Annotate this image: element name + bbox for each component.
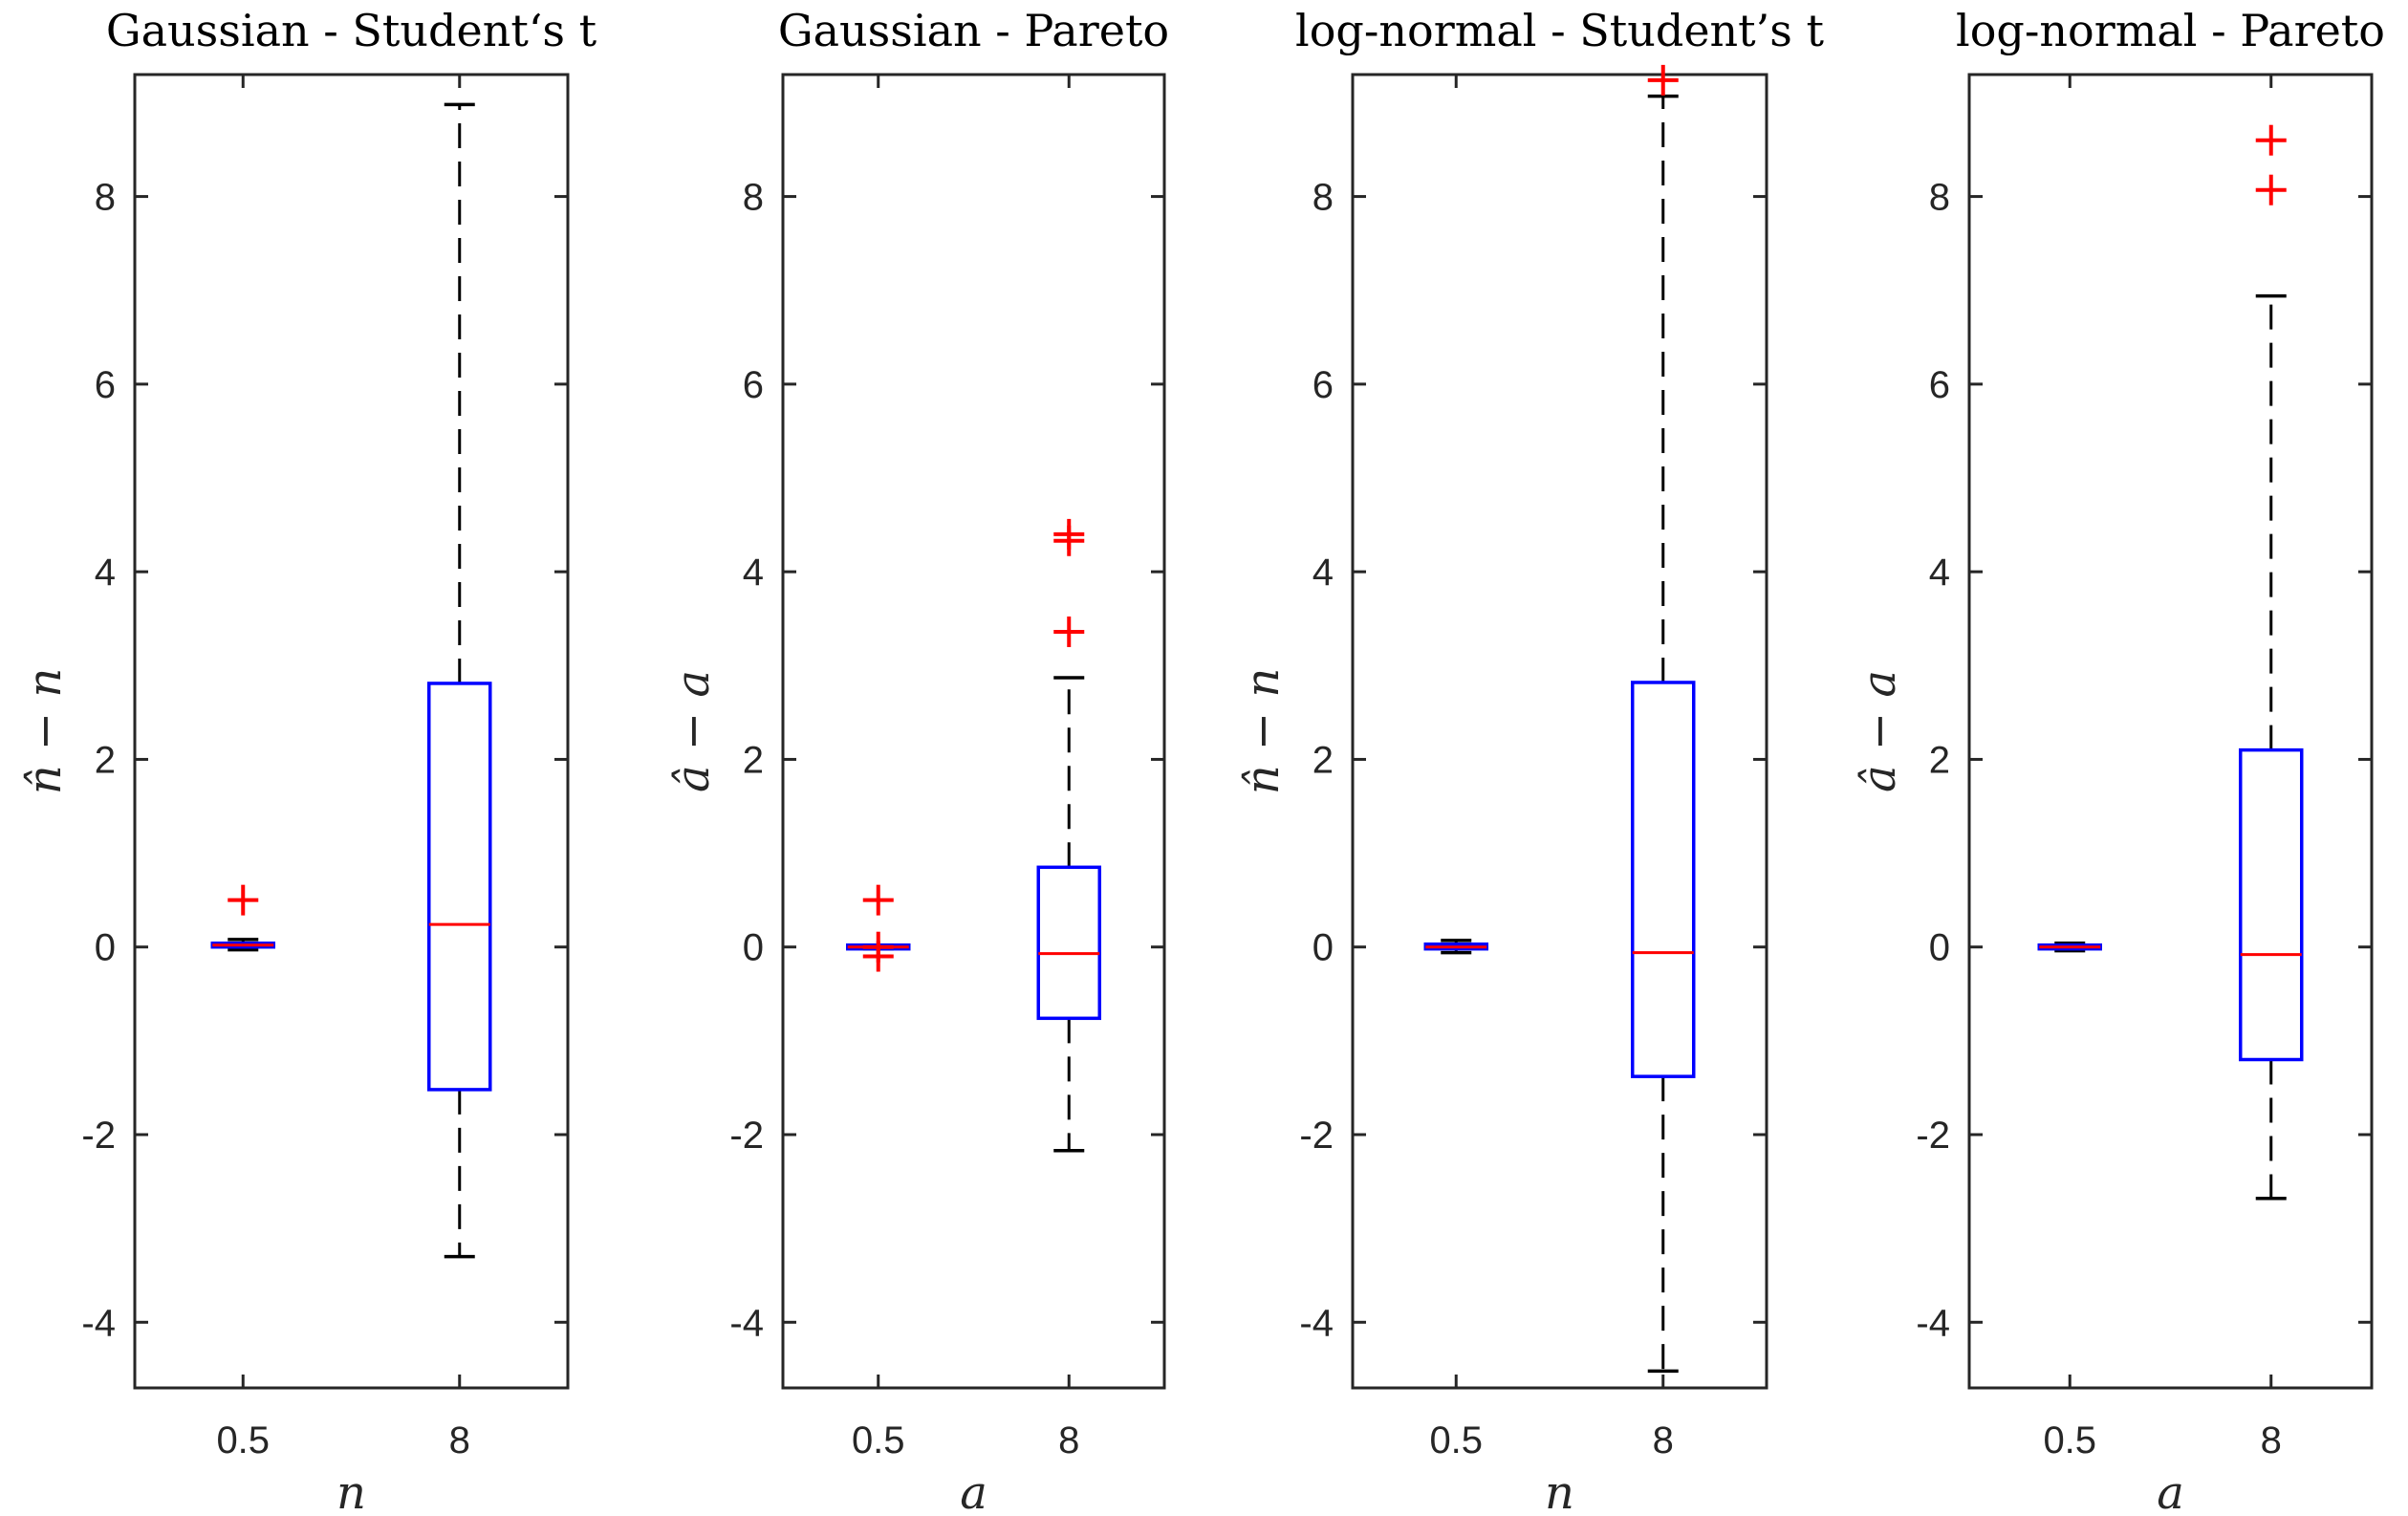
chart-title: Gaussian - Pareto [778, 5, 1169, 56]
y-tick-label: 0 [1929, 927, 1950, 969]
outlier-marker [1647, 64, 1679, 96]
y-tick-label: 6 [1312, 364, 1334, 406]
chart-title: Gaussian - Student‘s t [106, 5, 597, 56]
y-tick-label: 2 [1312, 739, 1334, 781]
y-tick-label: -4 [1299, 1302, 1334, 1344]
y-axis-label: â − a [1853, 670, 1906, 792]
outlier-marker [1053, 518, 1085, 550]
iqr-box [2239, 747, 2304, 1062]
box-8 [1036, 518, 1101, 1153]
box-8 [2239, 124, 2304, 1201]
x-axis-label: a [960, 1466, 987, 1516]
x-tick-label: 8 [449, 1419, 470, 1462]
box-0.5 [210, 884, 275, 952]
x-tick-label: 8 [1653, 1419, 1674, 1462]
y-tick-label: 4 [743, 552, 764, 594]
iqr-box [1036, 865, 1101, 1021]
x-tick-label: 0.5 [216, 1419, 270, 1462]
box-0.5 [846, 884, 911, 972]
y-tick-label: -4 [729, 1302, 764, 1344]
y-tick-label: -2 [729, 1115, 764, 1157]
y-tick-label: 0 [1312, 927, 1334, 969]
x-axis-label: a [2157, 1466, 2184, 1516]
y-tick-label: 2 [1929, 739, 1950, 781]
y-tick-label: 0 [743, 927, 764, 969]
y-axis-label: n̂ − n [1236, 668, 1290, 795]
panel-4: -4 -2 0 2 4 6 8 0.5 8 log-normal - Pareto a â − a [1853, 5, 2385, 1516]
axes-frame [133, 73, 570, 1390]
y-tick-label: 2 [743, 739, 764, 781]
iqr-box [427, 682, 492, 1092]
panel-2: -4 -2 0 2 4 6 8 0.5 8 Gaussian - Pareto a â − a [666, 5, 1169, 1516]
box-8 [427, 102, 492, 1259]
x-axis-label: n [1545, 1466, 1574, 1516]
y-tick-label: 4 [95, 552, 116, 594]
y-tick-label: 8 [743, 177, 764, 219]
y-tick-label: 6 [1929, 364, 1950, 406]
box-8 [1631, 64, 1696, 1374]
iqr-box [1631, 681, 1696, 1078]
y-tick-label: 4 [1929, 552, 1950, 594]
x-tick-label: 0.5 [1429, 1419, 1483, 1462]
y-tick-label: -2 [1916, 1115, 1950, 1157]
outlier-marker [2255, 174, 2287, 206]
y-tick-label: 0 [95, 927, 116, 969]
axes-frame [781, 73, 1166, 1390]
chart-title: log-normal - Pareto [1956, 5, 2385, 56]
y-tick-label: 8 [1312, 177, 1334, 219]
outlier-marker [862, 941, 894, 972]
y-tick-label: -2 [1299, 1115, 1334, 1157]
x-tick-label: 0.5 [2043, 1419, 2096, 1462]
x-tick-label: 0.5 [852, 1419, 905, 1462]
outlier-marker [228, 884, 259, 916]
y-tick-label: 2 [95, 739, 116, 781]
y-tick-label: 6 [743, 364, 764, 406]
box-0.5 [2037, 942, 2102, 953]
y-tick-label: 8 [1929, 177, 1950, 219]
y-tick-label: -4 [1916, 1302, 1950, 1344]
y-tick-label: 8 [95, 177, 116, 219]
y-tick-label: -4 [81, 1302, 116, 1344]
y-axis-label: â − a [666, 670, 720, 792]
y-axis-label: n̂ − n [18, 668, 72, 795]
x-axis-label: n [336, 1466, 366, 1516]
outlier-marker [2255, 124, 2287, 156]
y-tick-label: -2 [81, 1115, 116, 1157]
x-tick-label: 8 [1058, 1419, 1079, 1462]
axes-frame [1967, 73, 2374, 1390]
chart-title: log-normal - Student’s t [1295, 5, 1825, 56]
x-tick-label: 8 [2261, 1419, 2282, 1462]
outlier-marker [1053, 616, 1085, 647]
outlier-marker [862, 884, 894, 916]
panel-1: -4 -2 0 2 4 6 8 0.5 8 Gaussian - Student‘s t n n̂ −… [18, 5, 597, 1516]
y-tick-label: 4 [1312, 552, 1334, 594]
panel-3: -4 -2 0 2 4 6 8 0.5 8 log-normal - Student’s t n n̂… [1236, 5, 1825, 1516]
box-0.5 [1423, 939, 1488, 955]
y-tick-label: 6 [95, 364, 116, 406]
axes-frame [1351, 73, 1768, 1390]
